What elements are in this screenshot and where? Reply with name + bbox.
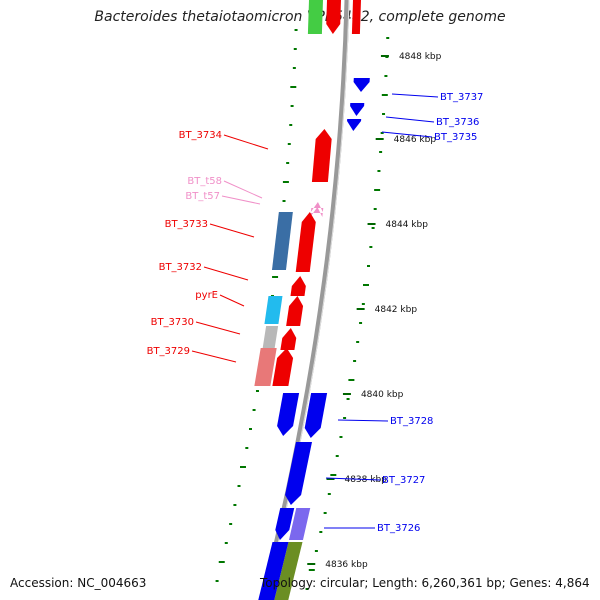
- gene-label: BT_3726: [377, 523, 420, 534]
- gene-label: pyrE: [195, 290, 218, 301]
- ruler-label: 4838 kbp: [344, 475, 387, 485]
- gene-arrow: [272, 348, 294, 386]
- genome-summary: Topology: circular; Length: 6,260,361 bp…: [260, 576, 590, 590]
- gene-label: BT_t57: [185, 191, 220, 202]
- gene-label: BT_3728: [390, 416, 433, 427]
- ruler-label: 4848 kbp: [399, 52, 442, 62]
- cog-block-cyan: [264, 296, 283, 324]
- gene-top-red: [326, 0, 341, 34]
- gene-label-leader: [195, 321, 241, 335]
- map-title: Bacteroides thetaiotaomicron VPI-5482, c…: [94, 9, 506, 25]
- ruler-label: 4840 kbp: [361, 390, 404, 400]
- cog-block-gray: [262, 326, 279, 350]
- gene-label: BT_3729: [147, 346, 190, 357]
- gene-label-leader: [391, 93, 439, 98]
- gene-label: BT_3730: [151, 317, 194, 328]
- gene-arrow: [290, 276, 306, 296]
- gene-arrow: [310, 207, 323, 217]
- gene-label: BT_3733: [165, 219, 208, 230]
- gene-label-leader: [381, 131, 433, 138]
- gene-label: BT_3734: [179, 130, 222, 141]
- ruler-label: 4836 kbp: [325, 560, 368, 570]
- gene-label-leader: [223, 134, 269, 150]
- gene-arrow: [304, 393, 328, 438]
- gene-arrow: [280, 328, 297, 350]
- gene-minus-inner: [277, 393, 300, 436]
- gene-label-leader: [203, 266, 249, 281]
- gene-arrow: [350, 103, 365, 116]
- ruler-label: 4846 kbp: [394, 135, 437, 145]
- gene-arrow: [310, 202, 324, 212]
- gene-arrow: [347, 119, 362, 131]
- gene-arrow: [275, 508, 295, 540]
- gene-label-leader: [191, 350, 237, 363]
- gene-arrow: [295, 212, 316, 272]
- ruler-label: 4844 kbp: [386, 220, 429, 230]
- cog-block-pink: [254, 348, 277, 386]
- accession-label: Accession: NC_004663: [10, 576, 147, 590]
- gene-label: BT_3736: [436, 117, 479, 128]
- gene-label-leader: [337, 419, 389, 422]
- gene-label: BT_t58: [187, 176, 222, 187]
- cog-block-olive: [274, 542, 303, 600]
- gene-label-leader: [325, 477, 381, 481]
- ruler-label: 4842 kbp: [375, 305, 418, 315]
- gene-minus-bottom: [258, 542, 289, 600]
- gene-label: BT_3727: [382, 475, 425, 486]
- gene-arrow: [285, 442, 312, 505]
- gene-top-red-2: [351, 0, 361, 34]
- gene-arrow: [286, 296, 304, 326]
- cog-block-blue: [271, 212, 293, 270]
- gene-arrow: [311, 129, 332, 182]
- gene-label: BT_3732: [159, 262, 202, 273]
- gene-label-leader: [219, 294, 245, 307]
- gene-label-leader: [385, 116, 435, 123]
- cog-green-block: [307, 0, 323, 34]
- gene-label-leader: [209, 223, 255, 238]
- gene-label-leader: [223, 180, 263, 199]
- gene-arrow: [353, 78, 370, 92]
- cog-block-purple: [288, 508, 311, 540]
- backbone-line: [259, 0, 350, 600]
- gene-label: BT_3735: [434, 132, 477, 143]
- gene-label-leader: [221, 195, 261, 205]
- gene-label: BT_3737: [440, 92, 483, 103]
